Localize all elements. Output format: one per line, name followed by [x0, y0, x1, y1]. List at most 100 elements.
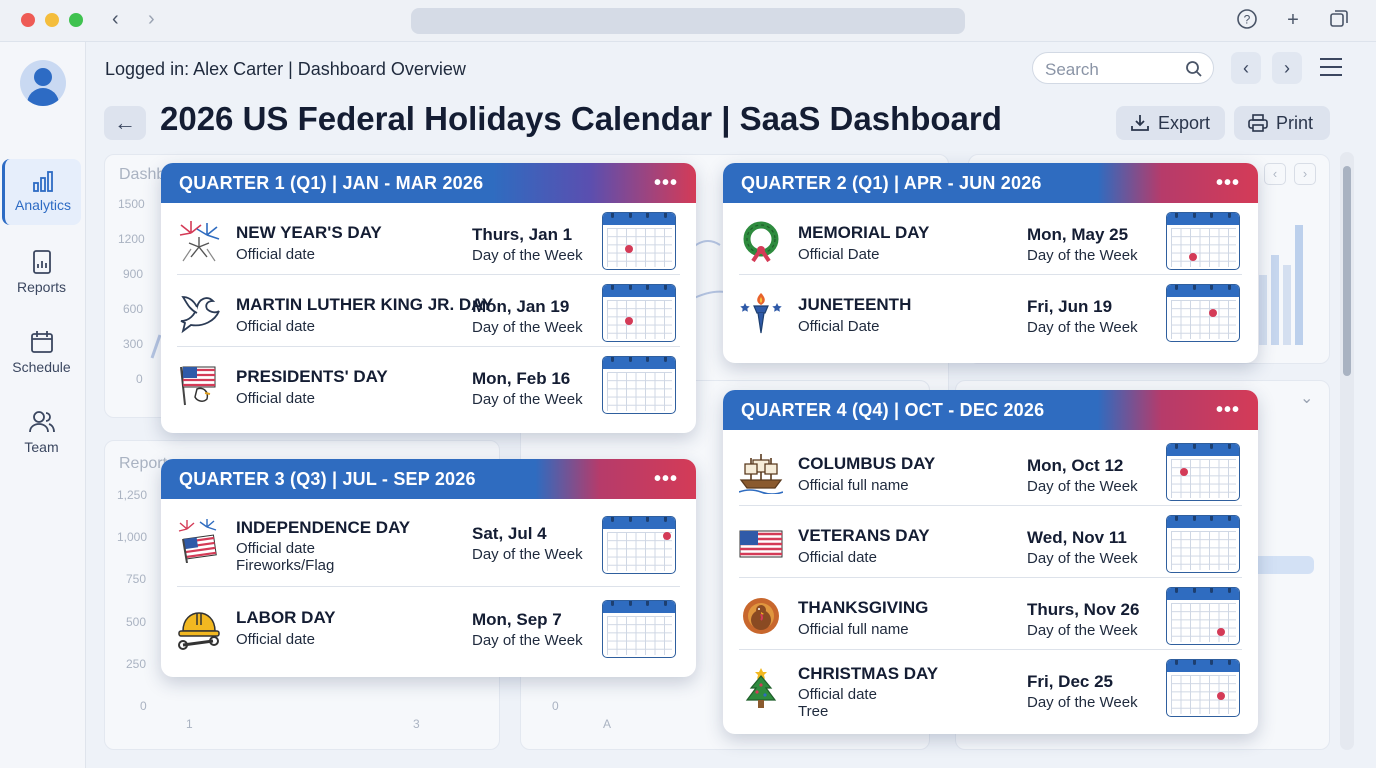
holiday-row[interactable]: JUNETEENTH Official Date Fri, Jun 19 Day… — [739, 275, 1242, 347]
mini-calendar-icon — [1166, 515, 1240, 573]
mini-calendar-icon — [602, 212, 676, 270]
sidebar-item-schedule[interactable]: Schedule — [2, 319, 81, 385]
holiday-name: JUNETEENTH — [798, 295, 912, 314]
holiday-row[interactable]: MARTIN LUTHER KING JR. DAY Official date… — [177, 275, 680, 347]
next-button[interactable]: › — [1272, 52, 1302, 84]
sidebar-item-team[interactable]: Team — [2, 399, 81, 465]
background-bars — [1259, 225, 1303, 345]
holiday-row[interactable]: MEMORIAL DAY Official Date Mon, May 25 D… — [739, 203, 1242, 275]
prev-button[interactable]: ‹ — [1231, 52, 1261, 84]
holiday-day-of-week: Day of the Week — [1027, 478, 1138, 495]
wreath-icon — [743, 221, 779, 263]
sidebar-item-label: Reports — [16, 279, 67, 295]
sidebar: Analytics Reports Schedule Team — [0, 42, 86, 768]
holiday-subtitle: Official date — [236, 631, 315, 648]
holiday-date: Fri, Dec 25 — [1027, 672, 1113, 691]
holiday-day-of-week: Day of the Week — [1027, 694, 1138, 711]
turkey-icon — [743, 598, 779, 634]
quarter-header: QUARTER 3 (Q3) | JUL - SEP 2026 ••• — [161, 459, 696, 499]
holiday-subtitle: Official date — [236, 540, 315, 557]
torch-icon — [740, 293, 782, 334]
holiday-row[interactable]: LABOR DAY Official date Mon, Sep 7 Day o… — [177, 587, 680, 677]
holiday-date: Mon, Feb 16 — [472, 369, 571, 388]
mini-next-icon[interactable]: › — [1294, 163, 1316, 185]
christmas-tree-icon — [745, 668, 777, 708]
logged-in-status: Logged in: Alex Carter | Dashboard Overv… — [105, 59, 466, 79]
holiday-day-of-week: Day of the Week — [1027, 622, 1138, 639]
chevron-down-icon[interactable]: ⌄ — [1300, 390, 1314, 407]
holiday-row[interactable]: COLUMBUS DAY Official full name Mon, Oct… — [739, 434, 1242, 506]
mini-calendar-icon — [1166, 659, 1240, 717]
holiday-row[interactable]: CHRISTMAS DAY Official date Tree Fri, De… — [739, 650, 1242, 734]
browser-forward-icon[interactable]: › — [148, 8, 155, 30]
mini-calendar-icon — [602, 600, 676, 658]
more-options-icon[interactable]: ••• — [1215, 399, 1240, 421]
svg-text:?: ? — [1244, 13, 1251, 27]
search-placeholder: Search — [1045, 60, 1099, 79]
mini-calendar-icon — [1166, 212, 1240, 270]
search-icon — [1186, 61, 1202, 77]
address-bar[interactable] — [411, 8, 965, 34]
mini-prev-icon[interactable]: ‹ — [1264, 163, 1286, 185]
holiday-row[interactable]: PRESIDENTS' DAY Official date Mon, Feb 1… — [177, 347, 680, 419]
holiday-date: Mon, Sep 7 — [472, 610, 562, 629]
export-button[interactable]: Export — [1116, 106, 1225, 140]
holiday-name: CHRISTMAS DAY — [798, 664, 939, 683]
hamburger-menu-icon[interactable] — [1320, 58, 1342, 82]
browser-back-icon[interactable]: ‹ — [112, 8, 119, 30]
more-options-icon[interactable]: ••• — [1215, 172, 1240, 194]
holiday-date: Thurs, Jan 1 — [472, 225, 573, 244]
more-options-icon[interactable]: ••• — [653, 468, 678, 490]
windows-icon[interactable] — [1327, 8, 1351, 32]
search-input[interactable]: Search — [1032, 52, 1214, 84]
holiday-row[interactable]: THANKSGIVING Official full name Thurs, N… — [739, 578, 1242, 650]
background-x-label: 1 — [186, 717, 193, 731]
new-tab-icon[interactable]: + — [1287, 9, 1299, 31]
quarter-card-q1: QUARTER 1 (Q1) | JAN - MAR 2026 ••• NEW Y… — [161, 163, 696, 433]
holiday-date: Thurs, Nov 26 — [1027, 600, 1140, 619]
download-icon — [1131, 115, 1149, 131]
bar-chart-icon — [33, 171, 53, 192]
holiday-row[interactable]: INDEPENDENCE DAY Official date Fireworks… — [177, 499, 680, 587]
background-dash-label: Dashb — [119, 166, 166, 183]
holiday-name: COLUMBUS DAY — [798, 454, 936, 473]
holiday-subtitle-secondary: Fireworks/Flag — [236, 557, 335, 574]
holiday-subtitle: Official date — [236, 390, 315, 407]
window-chrome: ‹ › ? + — [0, 0, 1376, 42]
maximize-window-icon[interactable] — [69, 13, 83, 27]
holiday-day-of-week: Day of the Week — [472, 546, 583, 563]
holiday-subtitle: Official date — [798, 686, 877, 703]
holiday-date: Sat, Jul 4 — [472, 524, 547, 543]
scrollbar[interactable] — [1340, 152, 1354, 750]
print-button[interactable]: Print — [1234, 106, 1330, 140]
holiday-subtitle: Official date — [236, 246, 315, 263]
back-button[interactable]: ← — [104, 106, 146, 140]
mini-calendar-icon — [602, 516, 676, 574]
close-window-icon[interactable] — [21, 13, 35, 27]
quarter-card-q3: QUARTER 3 (Q3) | JUL - SEP 2026 ••• INDEP… — [161, 459, 696, 677]
hardhat-wrench-icon — [178, 612, 220, 650]
help-icon[interactable]: ? — [1235, 8, 1259, 32]
holiday-date: Mon, Jan 19 — [472, 297, 570, 316]
sidebar-item-reports[interactable]: Reports — [2, 239, 81, 305]
mini-calendar-icon — [1166, 443, 1240, 501]
quarter-header: QUARTER 1 (Q1) | JAN - MAR 2026 ••• — [161, 163, 696, 203]
printer-icon — [1248, 114, 1268, 132]
holiday-day-of-week: Day of the Week — [472, 632, 583, 649]
holiday-subtitle: Official date — [798, 549, 877, 566]
holiday-subtitle: Official Date — [798, 318, 880, 335]
minimize-window-icon[interactable] — [45, 13, 59, 27]
sidebar-item-analytics[interactable]: Analytics — [2, 159, 81, 225]
more-options-icon[interactable]: ••• — [653, 172, 678, 194]
dove-icon — [180, 296, 220, 334]
holiday-row[interactable]: NEW YEAR'S DAY Official date Thurs, Jan … — [177, 203, 680, 275]
flag-eagle-icon — [180, 366, 216, 406]
holiday-date: Fri, Jun 19 — [1027, 297, 1113, 316]
fireworks-icon — [179, 221, 220, 262]
holiday-row[interactable]: VETERANS DAY Official date Wed, Nov 11 D… — [739, 506, 1242, 578]
mini-calendar-icon — [1166, 587, 1240, 645]
holiday-subtitle: Official Date — [798, 246, 880, 263]
avatar[interactable] — [20, 60, 66, 106]
calendar-icon — [30, 331, 53, 353]
quarter-card-q4: QUARTER 4 (Q4) | OCT - DEC 2026 ••• COLUM… — [723, 390, 1258, 734]
